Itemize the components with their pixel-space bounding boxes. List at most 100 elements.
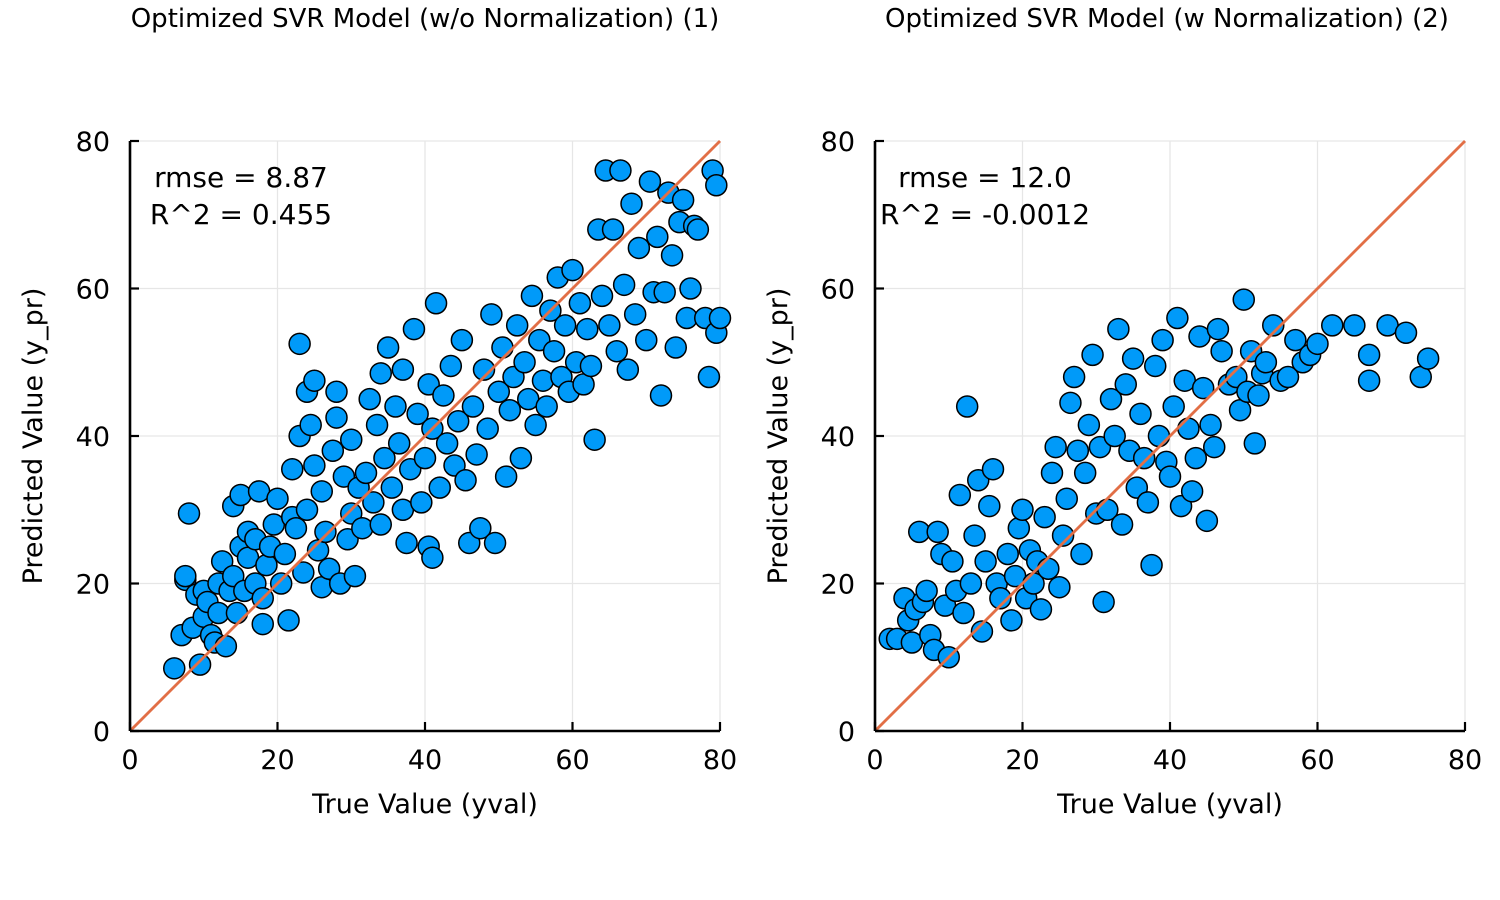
data-point: [303, 454, 326, 477]
data-point: [671, 188, 695, 212]
data-point: [251, 612, 274, 636]
y-axis-label: Predicted Value (y_pr): [763, 288, 794, 585]
data-point: [225, 601, 249, 625]
data-point: [362, 491, 385, 514]
data-point: [369, 362, 392, 385]
data-point: [1343, 314, 1366, 337]
data-point: [1199, 413, 1222, 437]
chart-title: Optimized SVR Model (w/o Normalization) …: [131, 4, 720, 34]
data-point: [627, 236, 651, 260]
data-point: [391, 358, 415, 381]
data-point: [1151, 328, 1174, 352]
data-point: [1062, 365, 1086, 389]
data-point: [421, 546, 444, 569]
y-tick-label: 40: [76, 422, 110, 453]
data-point: [387, 432, 411, 455]
data-point: [310, 480, 333, 503]
data-point: [295, 498, 319, 521]
data-point: [266, 487, 289, 510]
data-point: [1147, 424, 1171, 448]
data-point: [1132, 446, 1156, 470]
data-point: [1184, 446, 1208, 470]
data-point: [989, 587, 1012, 610]
data-point: [1037, 557, 1060, 580]
data-point: [635, 328, 658, 352]
data-point: [1033, 505, 1056, 529]
x-tick-label: 20: [260, 745, 294, 776]
data-point: [623, 303, 647, 326]
data-point: [494, 465, 518, 488]
data-point: [469, 516, 492, 540]
data-point: [1247, 384, 1270, 407]
x-tick-label: 60: [1300, 745, 1334, 776]
data-point: [1416, 347, 1440, 370]
data-point: [454, 469, 477, 492]
data-point: [480, 303, 503, 326]
data-point: [395, 531, 418, 555]
y-axis-label: Predicted Value (y_pr): [18, 288, 49, 585]
data-point: [1048, 575, 1071, 599]
data-point: [1144, 354, 1167, 378]
data-point: [1195, 509, 1219, 533]
data-point: [583, 428, 606, 451]
data-point: [612, 273, 636, 297]
data-point: [616, 358, 640, 381]
data-point: [1321, 314, 1344, 337]
data-point: [1203, 435, 1226, 459]
data-point: [620, 192, 643, 215]
data-point: [553, 314, 577, 337]
data-point: [708, 306, 732, 330]
y-tick-label: 80: [76, 127, 110, 158]
data-point: [1092, 590, 1115, 614]
x-tick-label: 80: [703, 745, 737, 776]
data-point: [1044, 435, 1067, 459]
data-point: [1262, 314, 1285, 337]
data-point: [1103, 424, 1126, 448]
data-point: [941, 550, 964, 573]
data-point: [1357, 343, 1381, 367]
data-point: [384, 395, 407, 418]
data-point: [343, 564, 367, 588]
x-tick-label: 20: [1005, 745, 1039, 776]
data-point: [487, 380, 510, 403]
data-point: [660, 244, 684, 267]
data-point: [1000, 609, 1023, 632]
data-point: [177, 502, 201, 525]
data-point: [1136, 491, 1160, 514]
data-point: [996, 542, 1019, 566]
data-point: [646, 225, 669, 249]
data-point: [1177, 417, 1200, 440]
data-point: [505, 314, 529, 337]
data-point: [354, 461, 378, 485]
data-point: [461, 395, 485, 418]
data-point: [1073, 461, 1097, 485]
data-point: [406, 402, 429, 426]
data-point: [365, 413, 389, 437]
scatter-panel-1: Optimized SVR Model (w/o Normalization) …: [18, 4, 737, 820]
data-point: [590, 284, 614, 308]
data-point: [380, 476, 404, 499]
data-point: [705, 174, 728, 197]
data-point: [959, 572, 983, 595]
data-point: [373, 446, 396, 470]
data-point: [321, 439, 345, 462]
data-point: [450, 328, 474, 352]
data-point: [1276, 365, 1300, 389]
data-point: [963, 524, 986, 547]
data-point: [439, 354, 463, 378]
data-point: [325, 380, 348, 403]
data-point: [568, 292, 592, 315]
data-point: [284, 516, 308, 540]
data-point: [255, 553, 278, 577]
data-point: [498, 398, 522, 422]
data-point: [948, 483, 972, 507]
x-tick-label: 0: [866, 745, 883, 776]
scatter-panel-2: Optimized SVR Model (w Normalization) (2…: [763, 4, 1482, 820]
reference-line: [129, 140, 721, 732]
data-point: [303, 369, 326, 392]
y-tick-label: 40: [821, 422, 855, 453]
data-point: [1129, 402, 1152, 426]
data-point: [531, 369, 555, 392]
data-point: [1007, 516, 1031, 540]
